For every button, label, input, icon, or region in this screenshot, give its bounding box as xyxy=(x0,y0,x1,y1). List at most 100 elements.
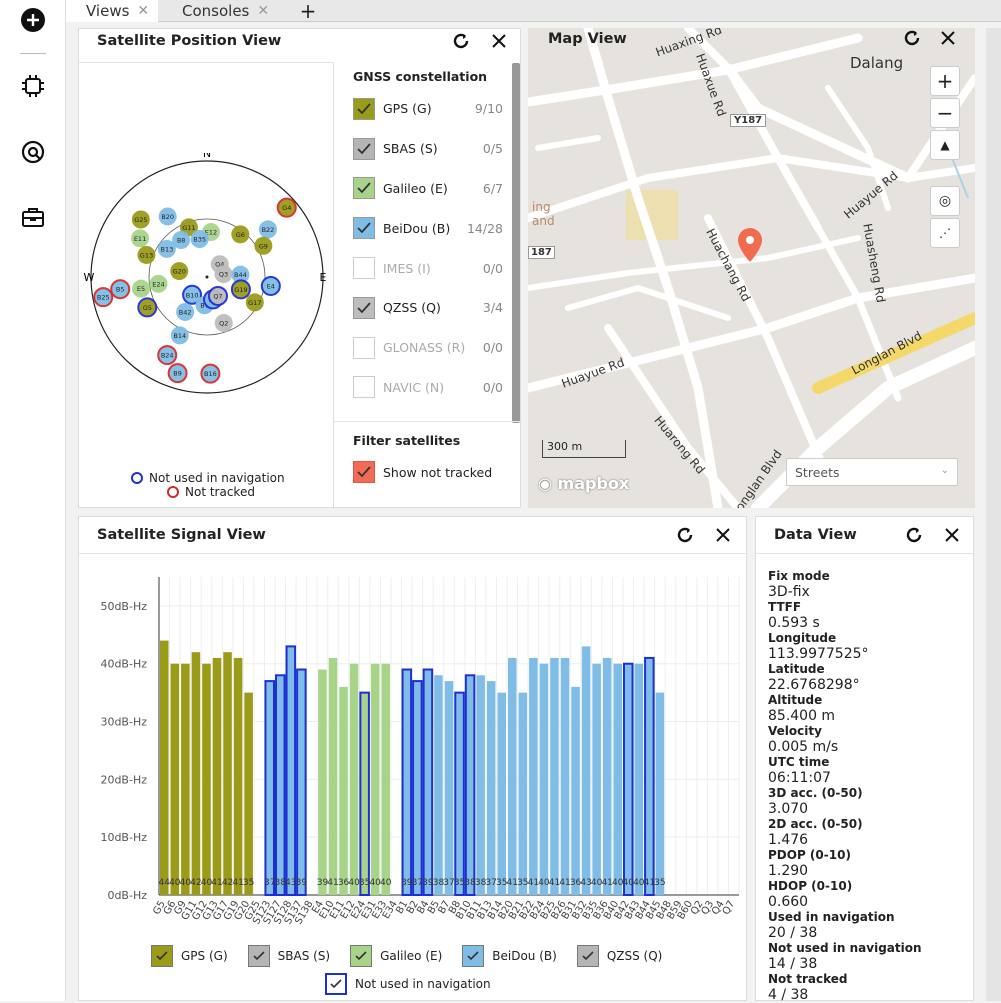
signal-bar[interactable] xyxy=(213,658,222,895)
satellite-marker[interactable]: Q3 xyxy=(215,265,233,283)
track-icon[interactable]: ⋰ xyxy=(930,218,960,248)
gauge-icon[interactable] xyxy=(19,138,47,166)
satellite-marker[interactable]: Q2 xyxy=(215,314,233,332)
signal-bar[interactable] xyxy=(234,658,243,895)
close-icon[interactable]: ✕ xyxy=(257,3,269,19)
satellite-marker[interactable]: G6 xyxy=(231,225,249,243)
signal-bar[interactable] xyxy=(181,664,190,895)
signal-bar[interactable] xyxy=(371,664,380,895)
close-icon[interactable] xyxy=(938,28,958,48)
signal-bar[interactable] xyxy=(244,693,253,895)
signal-bar[interactable] xyxy=(318,670,327,895)
tab-views[interactable]: Views ✕ xyxy=(66,0,158,22)
signal-bar[interactable] xyxy=(434,675,443,895)
satellite-marker[interactable]: B35 xyxy=(191,230,209,248)
satellite-marker[interactable]: B24 xyxy=(158,346,176,364)
signal-bar[interactable] xyxy=(329,658,338,895)
constellation-row[interactable]: GPS (G)9/10 xyxy=(335,89,511,129)
signal-bar[interactable] xyxy=(455,693,464,895)
signal-bar[interactable] xyxy=(381,664,390,895)
signal-bar[interactable] xyxy=(339,687,348,895)
signal-bar[interactable] xyxy=(350,664,359,895)
signal-bar[interactable] xyxy=(603,658,612,895)
signal-bar[interactable] xyxy=(192,652,201,895)
constellation-row[interactable]: BeiDou (B)14/28 xyxy=(335,208,511,248)
legend-item[interactable]: SBAS (S) xyxy=(248,945,330,967)
signal-bar[interactable] xyxy=(287,646,296,895)
satellite-marker[interactable]: B14 xyxy=(171,326,189,344)
legend-item[interactable]: BeiDou (B) xyxy=(462,945,557,967)
satellite-marker[interactable]: G13 xyxy=(137,246,155,264)
close-icon[interactable] xyxy=(942,525,962,545)
satellite-marker[interactable]: Q7 xyxy=(209,287,227,305)
satellite-marker[interactable]: E4 xyxy=(262,277,280,295)
signal-bar[interactable] xyxy=(508,658,517,895)
signal-bar[interactable] xyxy=(276,675,285,895)
signal-bar[interactable] xyxy=(571,687,580,895)
signal-bar[interactable] xyxy=(592,664,601,895)
signal-bar[interactable] xyxy=(223,652,232,895)
satellite-marker[interactable]: G25 xyxy=(132,211,150,229)
legend-item[interactable]: QZSS (Q) xyxy=(577,945,663,967)
refresh-icon[interactable] xyxy=(904,525,924,545)
signal-bar[interactable] xyxy=(202,664,211,895)
constellation-row[interactable]: GLONASS (R)0/0 xyxy=(335,328,511,368)
legend-item[interactable]: Galileo (E) xyxy=(350,945,442,967)
briefcase-icon[interactable] xyxy=(19,204,47,232)
satellite-marker[interactable]: G19 xyxy=(232,280,250,298)
satellite-marker[interactable]: B9 xyxy=(169,364,187,382)
satellite-marker[interactable]: G20 xyxy=(170,262,188,280)
constellation-row[interactable]: IMES (I)0/0 xyxy=(335,248,511,288)
zoom-out-button[interactable]: − xyxy=(930,98,960,128)
signal-bar[interactable] xyxy=(582,646,591,895)
satellite-marker[interactable]: B16 xyxy=(201,365,219,383)
signal-bar[interactable] xyxy=(487,681,496,895)
signal-bar[interactable] xyxy=(561,658,570,895)
satellite-marker[interactable]: G17 xyxy=(246,293,264,311)
signal-bar[interactable] xyxy=(540,664,549,895)
signal-bar[interactable] xyxy=(613,664,622,895)
signal-bar[interactable] xyxy=(656,693,665,895)
satellite-marker[interactable]: B13 xyxy=(158,240,176,258)
satellite-marker[interactable]: E5 xyxy=(132,280,150,298)
close-icon[interactable]: ✕ xyxy=(137,3,149,19)
signal-bar[interactable] xyxy=(550,658,559,895)
tab-consoles[interactable]: Consoles ✕ xyxy=(162,0,280,22)
add-tab-button[interactable]: + xyxy=(296,0,320,22)
satellite-marker[interactable]: B22 xyxy=(259,220,277,238)
satellite-marker[interactable]: E11 xyxy=(131,229,149,247)
constellation-row[interactable]: NAVIC (N)0/0 xyxy=(335,368,511,408)
legend-item[interactable]: GPS (G) xyxy=(151,945,228,967)
signal-bar[interactable] xyxy=(519,693,528,895)
scrollbar[interactable] xyxy=(512,63,520,423)
signal-bar[interactable] xyxy=(497,693,506,895)
satellite-marker[interactable]: B42 xyxy=(176,303,194,321)
constellation-row[interactable]: QZSS (Q)3/4 xyxy=(335,288,511,328)
constellation-row[interactable]: Galileo (E)6/7 xyxy=(335,169,511,209)
constellation-row[interactable]: SBAS (S)0/5 xyxy=(335,129,511,169)
signal-bar[interactable] xyxy=(424,670,433,895)
zoom-in-button[interactable]: + xyxy=(930,66,960,96)
signal-bar[interactable] xyxy=(645,658,654,895)
signal-bar[interactable] xyxy=(624,664,633,895)
satellite-marker[interactable]: B5 xyxy=(111,280,129,298)
signal-bar[interactable] xyxy=(160,641,169,895)
satellite-marker[interactable]: G4 xyxy=(278,199,296,217)
map-canvas[interactable] xyxy=(528,28,975,508)
compass-button[interactable]: ▲ xyxy=(930,130,960,160)
map-style-select[interactable]: Streets ⌄ xyxy=(786,458,958,486)
signal-bar[interactable] xyxy=(360,693,369,895)
satellite-marker[interactable]: B25 xyxy=(94,288,112,306)
recenter-icon[interactable]: ◎ xyxy=(930,186,960,216)
signal-bar[interactable] xyxy=(297,670,306,895)
add-view-icon[interactable] xyxy=(19,6,47,34)
satellite-marker[interactable]: G5 xyxy=(138,298,156,316)
signal-bar[interactable] xyxy=(635,664,644,895)
satellite-marker[interactable]: B20 xyxy=(159,207,177,225)
signal-bar[interactable] xyxy=(171,664,180,895)
satellite-marker[interactable]: E24 xyxy=(149,275,167,293)
signal-bar[interactable] xyxy=(529,658,538,895)
signal-bar[interactable] xyxy=(445,681,454,895)
show-not-tracked-checkbox[interactable]: Show not tracked xyxy=(353,461,492,483)
signal-bar[interactable] xyxy=(413,681,422,895)
